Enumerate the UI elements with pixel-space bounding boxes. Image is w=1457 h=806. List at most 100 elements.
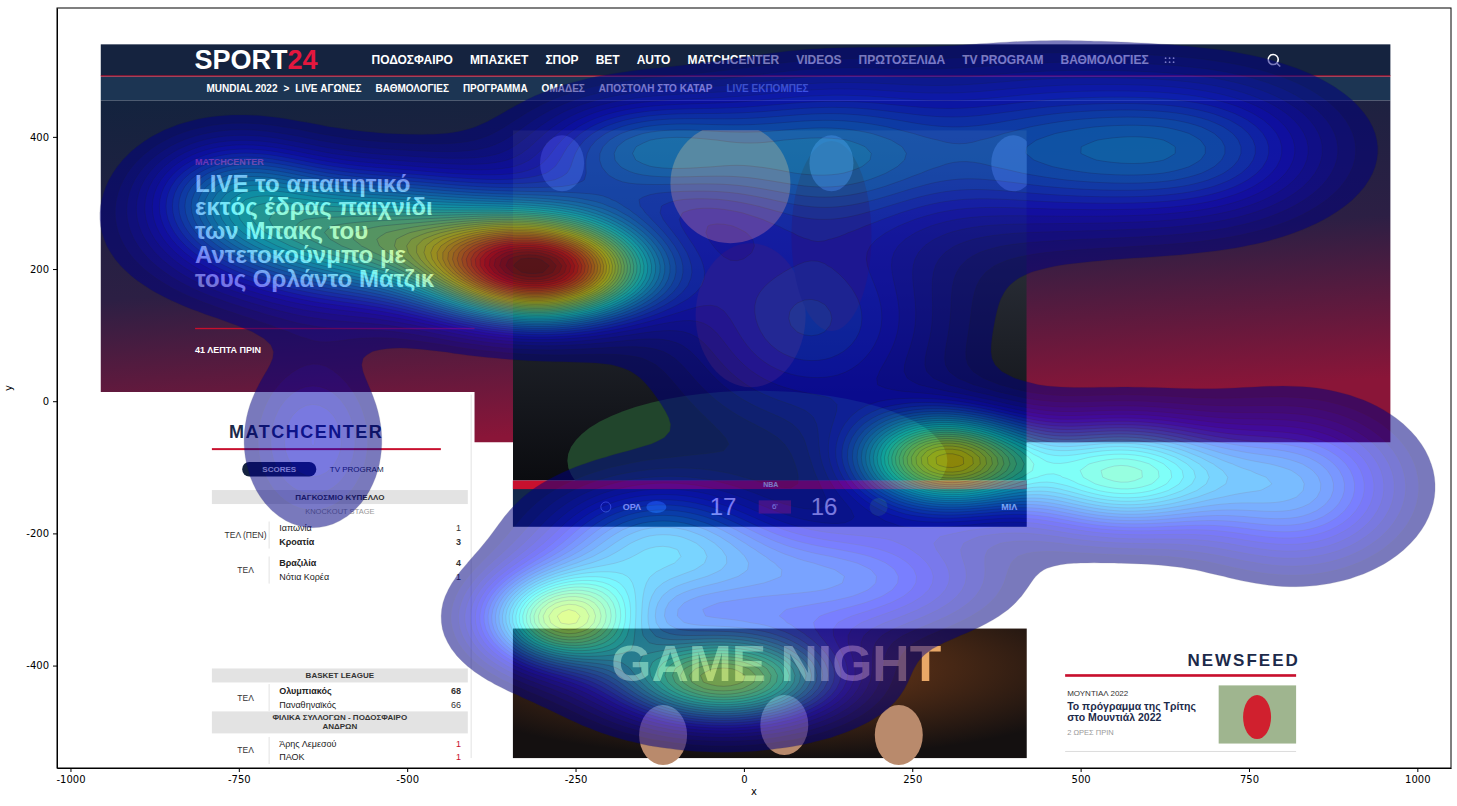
y-tick-label: 400 xyxy=(30,132,49,143)
density-contour xyxy=(324,216,1010,691)
density-contour xyxy=(407,223,987,625)
y-tick: 200 xyxy=(30,264,57,275)
x-tick: 0 xyxy=(741,768,747,785)
density-contour xyxy=(506,255,556,277)
x-axis-line xyxy=(58,768,1452,769)
x-tick: -1000 xyxy=(56,768,85,785)
team-name: ΠΑΟΚ xyxy=(279,752,304,762)
news-category: ΜΟΥΝΤΙΑΛ 2022 xyxy=(1067,689,1129,698)
x-tick-mark xyxy=(744,768,745,772)
x-tick-label: 250 xyxy=(903,774,922,785)
density-contour xyxy=(159,91,1364,728)
density-contour xyxy=(377,219,998,633)
team-score: 1 xyxy=(456,523,461,533)
x-tick: -750 xyxy=(228,768,251,785)
team-score: 68 xyxy=(451,686,461,696)
subnav-item: > xyxy=(283,83,289,94)
nav-item: ΜΠΑΣΚΕΤ xyxy=(470,53,529,67)
x-tick-mark xyxy=(70,768,71,772)
y-tick: -200 xyxy=(26,528,57,539)
game-divider xyxy=(269,557,270,584)
news-thumbnail-figure xyxy=(1243,695,1271,739)
density-contour xyxy=(452,234,597,297)
density-contour xyxy=(494,250,566,282)
team-score: 1 xyxy=(456,752,461,762)
x-tick-label: 750 xyxy=(1240,774,1259,785)
news-time: 2 ΩΡΕΣ ΠΡΙΝ xyxy=(1067,728,1114,737)
density-contour xyxy=(480,244,578,288)
team-name: Ολυμπιακός xyxy=(279,686,332,696)
x-tick-label: -250 xyxy=(565,774,588,785)
density-contour xyxy=(115,53,1419,747)
team-score: 3 xyxy=(456,537,461,547)
y-axis-line xyxy=(57,9,58,769)
subnav-item: LIVE ΑΓΩΝΕΣ xyxy=(295,83,361,94)
nav-item: BET xyxy=(596,53,621,67)
x-tick: -500 xyxy=(396,768,419,785)
density-contour xyxy=(172,103,1344,722)
news-headline: στο Μουντιάλ 2022 xyxy=(1067,711,1161,723)
news-thumbnail xyxy=(1219,685,1296,743)
density-contour xyxy=(443,231,604,300)
density-contour xyxy=(457,235,595,295)
y-tick-label: -400 xyxy=(26,660,49,671)
y-tick: 400 xyxy=(30,132,57,143)
team-score: 4 xyxy=(456,558,461,568)
density-contour xyxy=(191,125,1304,716)
group-title: ΦΙΛΙΚΑ ΣΥΛΛΟΓΩΝ - ΠΟΔΟΣΦΑΙΡΟ xyxy=(273,713,408,722)
news-divider xyxy=(1065,751,1296,752)
game-status: ΤΕΛ (ΠΕΝ) xyxy=(225,530,267,540)
nav-item: ΠΟΔΟΣΦΑΙΡΟ xyxy=(371,53,452,67)
density-contour xyxy=(353,218,1004,687)
team-name: Άρης Λεμεσού xyxy=(279,739,336,749)
x-tick-label: -500 xyxy=(396,774,419,785)
game-divider xyxy=(269,737,270,764)
y-tick-mark xyxy=(53,666,57,667)
x-axis: -1000-750-500-25002505007501000 xyxy=(56,768,1451,785)
team-name: Νότια Κορέα xyxy=(279,572,329,582)
x-tick: 250 xyxy=(903,768,922,785)
density-contour xyxy=(166,97,1355,725)
heatmap xyxy=(100,41,1435,753)
figure: SPORT24ΠΟΔΟΣΦΑΙΡΟΜΠΑΣΚΕΤΣΠΟΡBETAUTOMATCH… xyxy=(0,0,1457,806)
y-tick: 0 xyxy=(43,396,57,407)
density-contour xyxy=(431,227,964,467)
density-contour xyxy=(152,84,1374,731)
team-name: Βραζιλία xyxy=(279,558,317,568)
newsfeed-title: NEWSFEED xyxy=(1187,651,1299,670)
density-contour xyxy=(466,238,588,292)
hero-time: 41 ΛΕΠΤΑ ΠΡΙΝ xyxy=(195,345,261,355)
density-contour xyxy=(185,117,1321,718)
logo-part: 24 xyxy=(287,45,317,75)
density-contour xyxy=(136,70,1394,737)
nav-item: AUTO xyxy=(637,53,671,67)
density-contour xyxy=(269,211,1142,698)
density-contour xyxy=(394,221,992,630)
density-contour xyxy=(219,185,1196,707)
density-contour xyxy=(198,137,1272,714)
y-tick-mark xyxy=(53,533,57,534)
subnav-item: MUNDIAL 2022 xyxy=(207,83,278,94)
game-divider xyxy=(269,684,270,711)
banner-face xyxy=(875,705,923,765)
density-contour xyxy=(424,226,973,472)
y-tick: -400 xyxy=(26,660,57,671)
density-contour xyxy=(489,247,571,283)
x-tick-mark xyxy=(1081,768,1082,772)
density-contour xyxy=(448,232,601,298)
subnav-item: ΠΡΟΓΡΑΜΜΑ xyxy=(463,83,528,94)
density-contour xyxy=(462,237,592,294)
y-axis: -400 -200 0 200 400 xyxy=(26,9,57,769)
density-contour xyxy=(471,240,586,291)
y-tick-label: 200 xyxy=(30,264,49,275)
y-tick-mark xyxy=(53,137,57,138)
x-tick-mark xyxy=(1417,768,1418,772)
logo: SPORT24 xyxy=(194,45,317,75)
x-tick-label: -1000 xyxy=(56,774,85,785)
team-name: Παναθηναϊκός xyxy=(279,700,337,710)
density-contour xyxy=(475,242,582,289)
density-contour xyxy=(514,258,550,273)
game-status: ΤΕΛ xyxy=(237,565,254,575)
y-tick-mark xyxy=(53,401,57,402)
density-contour xyxy=(251,203,1160,700)
